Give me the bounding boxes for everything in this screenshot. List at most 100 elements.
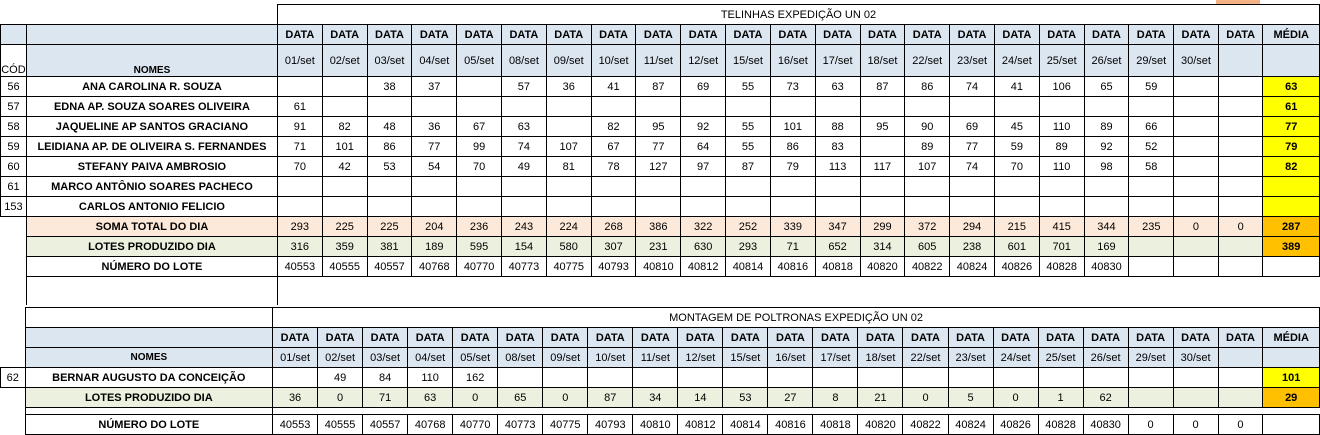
value-cell[interactable]: 92: [680, 116, 727, 137]
soma-cell[interactable]: 415: [1038, 216, 1085, 237]
value-cell[interactable]: 86: [769, 136, 816, 157]
lotes-cell[interactable]: 652: [814, 236, 861, 257]
soma-cell[interactable]: 243: [501, 216, 547, 237]
value-cell[interactable]: [1038, 96, 1085, 117]
lotes-label[interactable]: LOTES PRODUZIDO DIA: [25, 236, 278, 257]
date-header-label[interactable]: DATA: [949, 24, 995, 45]
date-header[interactable]: 29/set: [1128, 44, 1175, 77]
lotes-media[interactable]: 389: [1262, 236, 1320, 257]
value-cell[interactable]: [814, 96, 861, 117]
value-cell[interactable]: [456, 96, 503, 117]
value-cell[interactable]: [1083, 96, 1130, 117]
numero-lote-cell[interactable]: 40810: [632, 414, 679, 435]
value-cell[interactable]: 61: [276, 96, 323, 117]
media-cell[interactable]: 101: [1262, 367, 1320, 388]
date-header-label[interactable]: DATA: [362, 327, 409, 348]
numero-lote-cell[interactable]: 40768: [407, 414, 454, 435]
value-cell[interactable]: [859, 136, 906, 157]
value-cell[interactable]: [321, 96, 368, 117]
value-cell[interactable]: [1173, 196, 1219, 217]
lotes-cell[interactable]: 62: [1082, 387, 1129, 408]
value-cell[interactable]: 88: [814, 116, 861, 137]
date-header[interactable]: 29/set: [1127, 347, 1174, 368]
date-header[interactable]: 30/set: [1173, 44, 1219, 77]
date-header[interactable]: [1217, 347, 1264, 368]
value-cell[interactable]: 38: [366, 76, 413, 97]
value-cell[interactable]: [587, 367, 634, 388]
value-cell[interactable]: [680, 96, 727, 117]
numero-lote-cell[interactable]: 40820: [859, 256, 906, 277]
lotes-cell[interactable]: [1217, 236, 1264, 257]
date-header-label[interactable]: DATA: [814, 24, 861, 45]
date-header-label[interactable]: DATA: [947, 327, 994, 348]
date-header-label[interactable]: DATA: [680, 24, 727, 45]
value-cell[interactable]: [992, 367, 1039, 388]
date-header-label[interactable]: DATA: [1082, 327, 1129, 348]
lotes-cell[interactable]: 238: [949, 236, 995, 257]
value-cell[interactable]: 70: [456, 156, 503, 177]
value-cell[interactable]: 42: [321, 156, 368, 177]
value-cell[interactable]: 110: [407, 367, 454, 388]
media-cell[interactable]: [1262, 196, 1320, 217]
value-cell[interactable]: [1083, 196, 1130, 217]
value-cell[interactable]: [276, 176, 323, 197]
value-cell[interactable]: [859, 96, 906, 117]
date-header-label[interactable]: DATA: [1083, 24, 1130, 45]
numero-lote-cell[interactable]: 40816: [767, 414, 814, 435]
value-cell[interactable]: [545, 176, 592, 197]
soma-label[interactable]: SOMA TOTAL DO DIA: [25, 216, 278, 237]
value-cell[interactable]: [366, 196, 413, 217]
soma-cell[interactable]: 225: [321, 216, 368, 237]
date-header-label[interactable]: DATA: [1217, 327, 1264, 348]
numero-lote-cell[interactable]: 40793: [587, 414, 634, 435]
numero-lote-cell[interactable]: [1173, 256, 1219, 277]
value-cell[interactable]: 36: [411, 116, 458, 137]
value-cell[interactable]: 77: [411, 136, 458, 157]
value-cell[interactable]: [1173, 176, 1219, 197]
value-cell[interactable]: [1128, 96, 1175, 117]
value-cell[interactable]: [1217, 76, 1264, 97]
value-cell[interactable]: [321, 176, 368, 197]
value-cell[interactable]: 117: [859, 156, 906, 177]
value-cell[interactable]: 53: [366, 156, 413, 177]
date-header-label[interactable]: DATA: [992, 327, 1039, 348]
lotes-cell[interactable]: 1: [1037, 387, 1084, 408]
lotes-cell[interactable]: 605: [904, 236, 951, 257]
lotes-cell[interactable]: 34: [632, 387, 679, 408]
soma-cell[interactable]: 372: [904, 216, 951, 237]
soma-cell[interactable]: 293: [276, 216, 323, 237]
lotes-cell[interactable]: 63: [407, 387, 454, 408]
date-header[interactable]: 04/set: [411, 44, 458, 77]
date-header[interactable]: 25/set: [1038, 44, 1085, 77]
employee-name[interactable]: CARLOS ANTONIO FELICIO: [25, 196, 278, 217]
date-header[interactable]: 22/set: [902, 347, 949, 368]
value-cell[interactable]: 49: [501, 156, 547, 177]
value-cell[interactable]: 89: [1038, 136, 1085, 157]
lotes-cell[interactable]: 8: [812, 387, 859, 408]
date-header-label[interactable]: DATA: [501, 24, 547, 45]
value-cell[interactable]: 95: [859, 116, 906, 137]
value-cell[interactable]: [456, 176, 503, 197]
numero-lote-cell[interactable]: 40812: [677, 414, 724, 435]
value-cell[interactable]: 86: [366, 136, 413, 157]
value-cell[interactable]: [590, 96, 637, 117]
value-cell[interactable]: 58: [1128, 156, 1175, 177]
employee-name[interactable]: ANA CAROLINA R. SOUZA: [25, 76, 278, 97]
lotes-cell[interactable]: 154: [501, 236, 547, 257]
lotes-cell[interactable]: 0: [317, 387, 364, 408]
lotes-cell[interactable]: 630: [680, 236, 727, 257]
date-header[interactable]: 24/set: [993, 44, 1040, 77]
value-cell[interactable]: [767, 367, 814, 388]
lotes-cell[interactable]: 595: [456, 236, 503, 257]
date-header-label[interactable]: DATA: [276, 24, 323, 45]
lotes-cell[interactable]: [1127, 387, 1174, 408]
lotes-cell[interactable]: 293: [725, 236, 771, 257]
numero-lote-cell[interactable]: 40820: [857, 414, 904, 435]
value-cell[interactable]: 90: [904, 116, 951, 137]
value-cell[interactable]: 45: [993, 116, 1040, 137]
value-cell[interactable]: [993, 196, 1040, 217]
lotes-cell[interactable]: 381: [366, 236, 413, 257]
date-header-label[interactable]: DATA: [857, 327, 904, 348]
value-cell[interactable]: 77: [949, 136, 995, 157]
value-cell[interactable]: 162: [452, 367, 499, 388]
